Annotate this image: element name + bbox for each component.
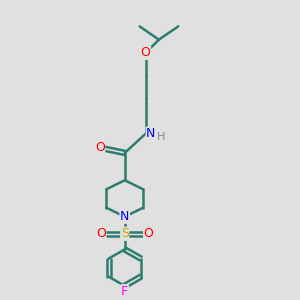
Text: S: S	[121, 227, 129, 240]
Text: H: H	[157, 132, 165, 142]
Text: O: O	[96, 227, 106, 240]
Text: O: O	[144, 227, 154, 240]
Text: N: N	[146, 127, 156, 140]
Text: F: F	[121, 285, 128, 298]
Text: O: O	[95, 140, 105, 154]
Text: O: O	[141, 46, 151, 59]
Text: N: N	[120, 210, 129, 223]
